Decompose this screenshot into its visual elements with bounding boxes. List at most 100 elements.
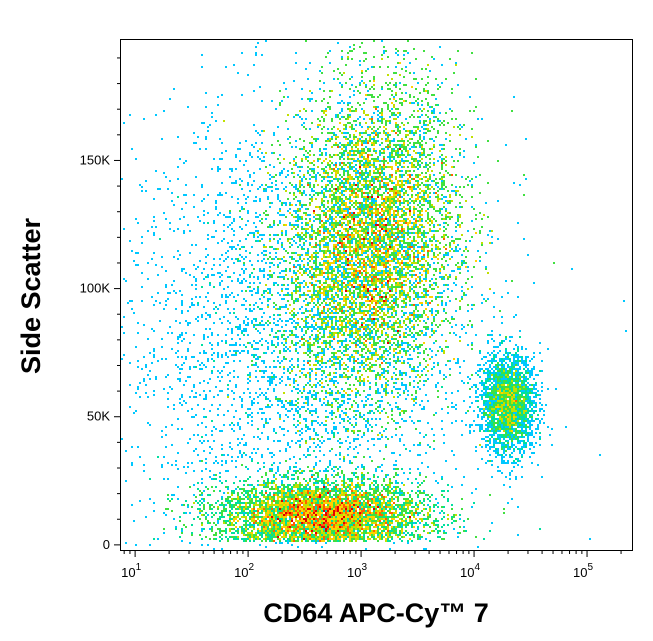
density-dot (471, 220, 473, 222)
density-dot (381, 280, 383, 282)
density-dot (383, 264, 385, 266)
density-dot (335, 308, 337, 310)
density-dot (271, 186, 273, 188)
density-dot (365, 268, 367, 270)
density-dot (397, 192, 399, 194)
density-dot (343, 296, 345, 298)
density-dot (339, 236, 341, 238)
density-dot (331, 202, 333, 204)
density-dot (479, 212, 481, 214)
density-dot (271, 294, 273, 296)
density-dot (253, 234, 255, 236)
density-dot (329, 254, 331, 256)
density-dot (467, 288, 469, 290)
density-dot (391, 240, 393, 242)
density-dot (279, 174, 281, 176)
density-dot (367, 198, 369, 200)
density-dot (319, 214, 321, 216)
density-dot (443, 254, 445, 256)
density-dot (375, 172, 377, 174)
density-dot (363, 152, 365, 154)
density-dot (207, 130, 209, 132)
density-dot (343, 194, 345, 196)
density-dot (345, 138, 347, 140)
density-dot (397, 232, 399, 234)
density-dot (393, 106, 395, 108)
density-dot (231, 292, 233, 294)
density-dot (351, 50, 353, 52)
density-dot (415, 132, 417, 134)
density-dot (343, 218, 345, 220)
density-dot (413, 144, 415, 146)
density-dot (213, 220, 215, 222)
density-dot (311, 190, 313, 192)
density-dot (405, 304, 407, 306)
density-dot (425, 120, 427, 122)
density-dot (301, 306, 303, 308)
density-dot (325, 108, 327, 110)
density-dot (213, 308, 215, 310)
density-dot (283, 158, 285, 160)
density-dot (319, 226, 321, 228)
density-dot (387, 254, 389, 256)
density-dot (359, 204, 361, 206)
density-dot (429, 264, 431, 266)
density-dot (397, 304, 399, 306)
density-dot (425, 186, 427, 188)
density-dot (321, 268, 323, 270)
density-dot (357, 90, 359, 92)
density-dot (413, 188, 415, 190)
density-dot (315, 178, 317, 180)
density-dot (343, 202, 345, 204)
density-dot (405, 160, 407, 162)
density-dot (329, 180, 331, 182)
density-dot (323, 112, 325, 114)
density-dot (295, 234, 297, 236)
density-dot (331, 222, 333, 224)
density-dot (163, 172, 165, 174)
density-dot (307, 208, 309, 210)
density-dot (391, 206, 393, 208)
density-dot (365, 146, 367, 148)
density-dot (445, 170, 447, 172)
density-dot (427, 208, 429, 210)
density-dot (359, 206, 361, 208)
density-dot (365, 226, 367, 228)
density-dot (395, 186, 397, 188)
density-dot (425, 288, 427, 290)
density-dot (445, 214, 447, 216)
density-dot (315, 140, 317, 142)
density-dot (365, 172, 367, 174)
density-dot (273, 284, 275, 286)
density-dot (373, 270, 375, 272)
density-dot (407, 40, 409, 42)
density-dot (429, 238, 431, 240)
density-dot (245, 140, 247, 142)
density-dot (359, 288, 361, 290)
density-dot (241, 290, 243, 292)
density-dot (361, 242, 363, 244)
density-dot (417, 216, 419, 218)
density-dot (431, 222, 433, 224)
density-dot (333, 206, 335, 208)
density-dot (347, 286, 349, 288)
density-dot (329, 308, 331, 310)
density-dot (339, 146, 341, 148)
density-dot (399, 148, 401, 150)
density-dot (409, 296, 411, 298)
density-dot (423, 90, 425, 92)
density-dot (337, 144, 339, 146)
density-dot (449, 218, 451, 220)
density-dot (185, 272, 187, 274)
density-dot (305, 308, 307, 310)
density-dot (275, 188, 277, 190)
density-dot (391, 168, 393, 170)
density-dot (335, 134, 337, 136)
density-dot (323, 90, 325, 92)
density-dot (351, 146, 353, 148)
density-dot (369, 260, 371, 262)
density-dot (363, 266, 365, 268)
density-dot (393, 266, 395, 268)
density-dot (371, 298, 373, 300)
